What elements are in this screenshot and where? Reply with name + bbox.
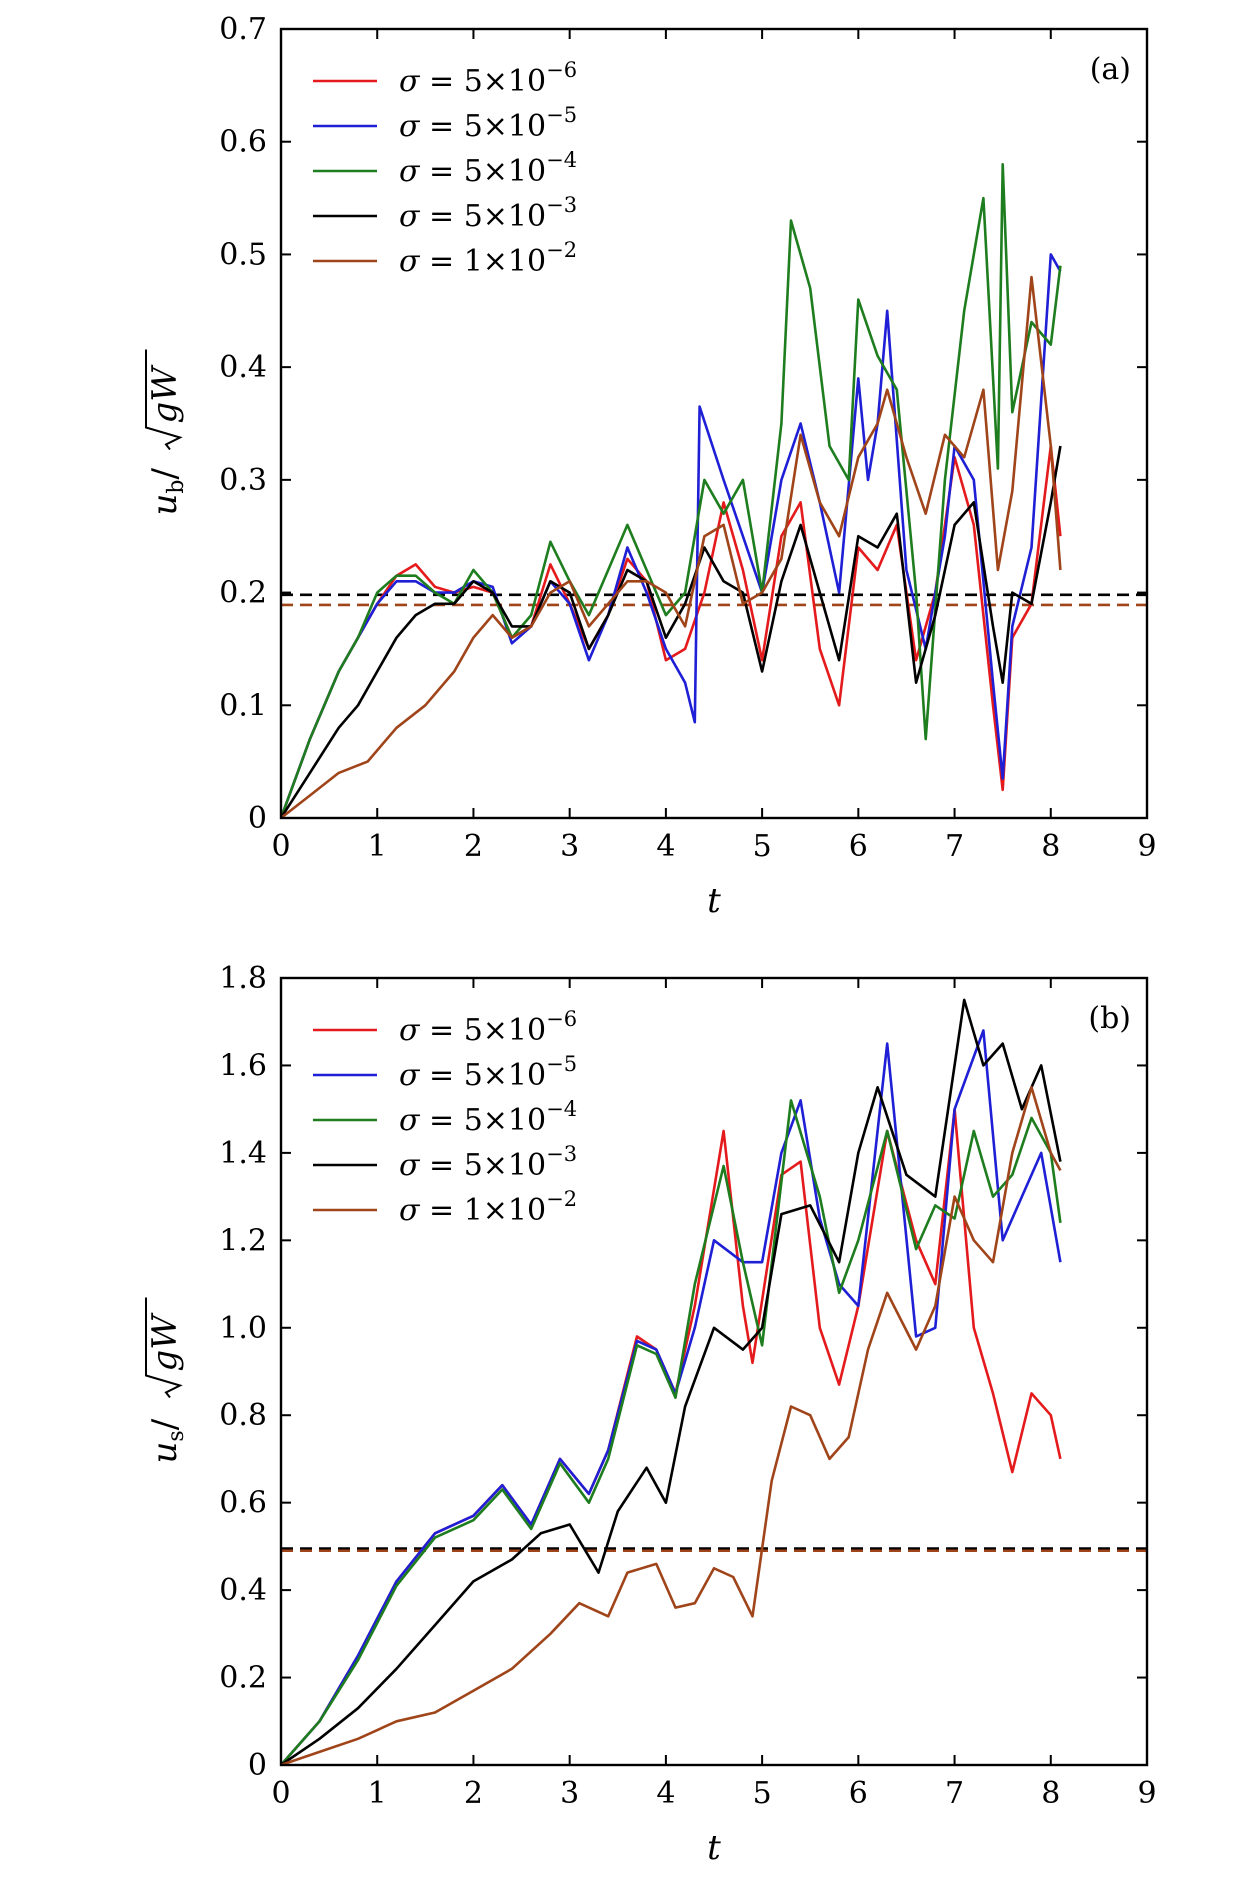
series-line-2 [281,1099,1062,1765]
y-tick-label: 1.8 [219,961,267,996]
x-tick-label: 3 [560,829,579,864]
y-tick-label: 0.2 [219,1661,267,1696]
x-tick-label: 2 [464,829,483,864]
y-axis-title-radicand: gW [145,1312,185,1372]
x-tick-label: 8 [1041,1776,1060,1811]
legend-label: σ = 5×10−4 [399,148,577,189]
x-tick-label: 6 [849,1776,868,1811]
y-tick-label: 0 [248,801,267,836]
x-tick-label: 1 [368,1776,387,1811]
legend-label: σ = 1×10−2 [399,1187,577,1228]
legend-item: σ = 5×10−3 [313,193,577,234]
legend-item: σ = 5×10−4 [313,148,577,189]
y-tick-label: 0.5 [219,237,267,272]
legend-item: σ = 5×10−5 [313,103,577,144]
legend-label: σ = 5×10−6 [399,58,577,99]
legend-item: σ = 5×10−6 [313,58,577,99]
legend-item: σ = 5×10−5 [313,1052,577,1093]
legend-label: σ = 5×10−3 [399,193,577,234]
legend-item: σ = 1×10−2 [313,238,577,279]
y-axis-title: ub/gW [145,349,189,516]
radical-sign [145,1297,183,1399]
x-tick-label: 1 [368,829,387,864]
legend: σ = 5×10−6σ = 5×10−5σ = 5×10−4σ = 5×10−3… [313,58,577,279]
y-tick-label: 0.1 [219,688,267,723]
x-tick-label: 5 [753,1776,772,1811]
legend-item: σ = 5×10−4 [313,1097,577,1138]
y-tick-label: 0.6 [219,1486,267,1521]
x-tick-label: 8 [1041,829,1060,864]
x-tick-label: 5 [753,829,772,864]
y-tick-label: 0.2 [219,576,267,611]
y-axis-title: us/gW [145,1297,189,1464]
series-line-4 [281,275,1062,818]
legend-item: σ = 5×10−6 [313,1007,577,1048]
series-line-4 [281,1086,1062,1765]
y-tick-label: 0.7 [219,12,267,47]
series-line-1 [281,253,1062,818]
radical-sign [145,349,183,451]
panel-label: (a) [1090,52,1131,87]
plot-frame [279,27,1149,820]
y-tick-label: 0.3 [219,463,267,498]
y-tick-label: 1.4 [219,1136,267,1171]
x-tick-label: 7 [945,1776,964,1811]
series-line-1 [281,1029,1062,1765]
legend-item: σ = 1×10−2 [313,1187,577,1228]
x-tick-label: 0 [271,829,290,864]
series-line-0 [281,444,1062,818]
y-tick-label: 1.6 [219,1048,267,1083]
legend: σ = 5×10−6σ = 5×10−5σ = 5×10−4σ = 5×10−3… [313,1007,577,1228]
y-tick-label: 0 [248,1748,267,1783]
x-tick-label: 4 [656,829,675,864]
chart-panel-b: 0 1 2 3 4 5 6 7 8 9 0 0.2 0.4 0.6 0.8 1.0 1.2 1.4 1.6 1.8 σ … [145,961,1157,1868]
legend-item: σ = 5×10−3 [313,1142,577,1183]
series-line-3 [281,998,1062,1765]
legend-label: σ = 1×10−2 [399,238,577,279]
y-tick-label: 1.0 [219,1311,267,1346]
x-tick-label: 4 [656,1776,675,1811]
x-axis-title: t [707,881,721,921]
y-axis-title-radicand: gW [145,364,185,424]
y-tick-label: 0.8 [219,1398,267,1433]
y-tick-label: 0.4 [219,1573,267,1608]
legend-label: σ = 5×10−3 [399,1142,577,1183]
y-tick-label: 1.2 [219,1223,267,1258]
x-axis-title: t [707,1828,721,1868]
legend-label: σ = 5×10−4 [399,1097,577,1138]
plot-frame [279,976,1149,1767]
x-tick-label: 6 [849,829,868,864]
y-axis-title-text: us/ [145,1418,189,1463]
y-tick-label: 0.4 [219,350,267,385]
series-line-2 [281,163,1062,818]
x-tick-label: 2 [464,1776,483,1811]
x-tick-label: 9 [1137,829,1156,864]
chart-panel-a: 0 1 2 3 4 5 6 7 8 9 0 0.1 0.2 0.3 0.4 0.5 0.6 0.7 σ = 5×10… [145,12,1157,921]
x-tick-label: 0 [271,1776,290,1811]
legend-label: σ = 5×10−6 [399,1007,577,1048]
y-axis-title-text: ub/ [145,468,189,516]
x-tick-label: 3 [560,1776,579,1811]
y-tick-label: 0.6 [219,125,267,160]
x-tick-label: 7 [945,829,964,864]
legend-label: σ = 5×10−5 [399,103,577,144]
x-tick-label: 9 [1137,1776,1156,1811]
panel-label: (b) [1088,1001,1131,1036]
legend-label: σ = 5×10−5 [399,1052,577,1093]
